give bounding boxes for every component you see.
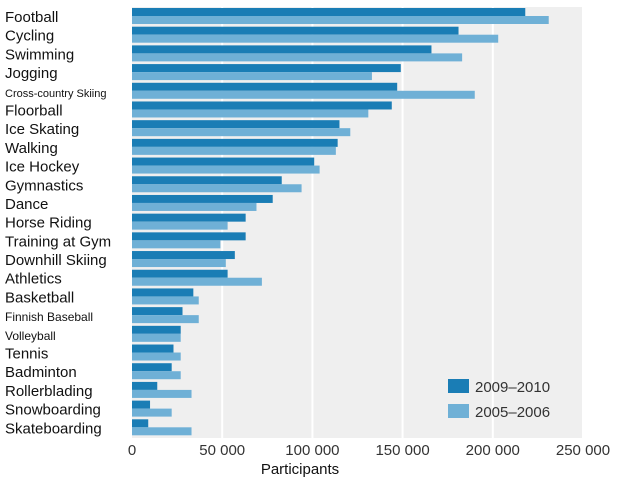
x-tick-label: 200 000 — [466, 442, 520, 459]
bar-downhill-skiing-2005-2006 — [132, 259, 226, 268]
category-label: Cross-country Skiing — [5, 88, 106, 100]
bar-dance-2009-2010 — [132, 194, 273, 203]
bar-ice-hockey-2005-2006 — [132, 165, 320, 174]
bar-snowboarding-2009-2010 — [132, 400, 151, 409]
bar-downhill-skiing-2009-2010 — [132, 251, 235, 260]
bar-volleyball-2005-2006 — [132, 333, 181, 342]
bar-rollerblading-2009-2010 — [132, 381, 158, 390]
category-label: Rollerblading — [5, 383, 93, 400]
bar-badminton-2009-2010 — [132, 363, 172, 372]
bar-football-2005-2006 — [132, 16, 549, 24]
category-label: Athletics — [5, 271, 62, 288]
bar-cycling-2005-2006 — [132, 34, 499, 43]
x-tick-label: 0 — [128, 442, 136, 459]
category-label: Training at Gym — [5, 233, 111, 250]
bar-tennis-2009-2010 — [132, 344, 174, 353]
bar-finnish-baseball-2005-2006 — [132, 315, 199, 324]
bar-horse-riding-2005-2006 — [132, 221, 228, 230]
category-label: Tennis — [5, 346, 48, 363]
category-label: Dance — [5, 196, 48, 213]
bar-cross-country-skiing-2005-2006 — [132, 90, 475, 99]
category-label: Gymnastics — [5, 177, 83, 194]
bar-ice-skating-2009-2010 — [132, 120, 340, 129]
x-tick-label: 100 000 — [285, 442, 339, 459]
bar-walking-2009-2010 — [132, 138, 338, 147]
category-label: Downhill Skiing — [5, 252, 107, 269]
bar-gymnastics-2009-2010 — [132, 176, 282, 185]
x-axis-ticks: 0 50 000 100 000 150 000 200 000 250 000 — [128, 442, 610, 459]
bar-snowboarding-2005-2006 — [132, 408, 172, 417]
category-label: Cycling — [5, 28, 54, 45]
bar-ice-hockey-2009-2010 — [132, 157, 315, 166]
category-label: Skateboarding — [5, 420, 102, 437]
bar-floorball-2005-2006 — [132, 109, 369, 118]
bar-athletics-2009-2010 — [132, 269, 228, 278]
bar-gymnastics-2005-2006 — [132, 184, 302, 193]
category-label: Swimming — [5, 46, 74, 63]
category-label: Floorball — [5, 102, 63, 119]
bar-athletics-2005-2006 — [132, 277, 262, 286]
bar-basketball-2009-2010 — [132, 288, 194, 297]
category-label: Finnish Baseball — [5, 310, 93, 324]
bar-walking-2005-2006 — [132, 146, 336, 155]
bar-swimming-2009-2010 — [132, 45, 432, 54]
category-label: Football — [5, 9, 58, 26]
bar-training-at-gym-2005-2006 — [132, 240, 221, 249]
bar-ice-skating-2005-2006 — [132, 128, 351, 137]
bar-jogging-2009-2010 — [132, 64, 401, 73]
bar-rollerblading-2005-2006 — [132, 389, 192, 398]
legend-label-2005-2006: 2005–2006 — [475, 404, 550, 421]
category-label: Badminton — [5, 364, 77, 381]
bar-basketball-2005-2006 — [132, 296, 199, 305]
bar-skateboarding-2009-2010 — [132, 419, 149, 428]
bar-jogging-2005-2006 — [132, 72, 372, 81]
category-label: Basketball — [5, 289, 74, 306]
bar-horse-riding-2009-2010 — [132, 213, 246, 222]
bar-badminton-2005-2006 — [132, 371, 181, 380]
bar-swimming-2005-2006 — [132, 53, 463, 62]
legend-swatch-2009-2010 — [448, 379, 469, 393]
bar-dance-2005-2006 — [132, 202, 257, 211]
x-tick-label: 50 000 — [199, 442, 245, 459]
legend-label-2009-2010: 2009–2010 — [475, 379, 550, 396]
legend: 2009–2010 2005–2006 — [448, 379, 550, 421]
category-label: Walking — [5, 140, 58, 157]
bar-floorball-2009-2010 — [132, 101, 392, 110]
bar-tennis-2005-2006 — [132, 352, 181, 361]
x-tick-label: 250 000 — [556, 442, 610, 459]
bars — [132, 8, 549, 436]
bar-cycling-2009-2010 — [132, 26, 459, 35]
category-label: Volleyball — [5, 329, 56, 343]
legend-swatch-2005-2006 — [448, 404, 469, 418]
category-label: Ice Skating — [5, 121, 79, 138]
x-axis-title: Participants — [261, 461, 339, 478]
bar-finnish-baseball-2009-2010 — [132, 307, 183, 316]
bar-skateboarding-2005-2006 — [132, 427, 192, 436]
category-label: Snowboarding — [5, 402, 101, 419]
category-label: Horse Riding — [5, 215, 92, 232]
bar-cross-country-skiing-2009-2010 — [132, 82, 398, 91]
bar-training-at-gym-2009-2010 — [132, 232, 246, 241]
category-label: Jogging — [5, 65, 58, 82]
x-tick-label: 150 000 — [375, 442, 429, 459]
bar-football-2009-2010 — [132, 8, 526, 16]
bar-volleyball-2009-2010 — [132, 325, 181, 334]
category-label: Ice Hockey — [5, 159, 80, 176]
